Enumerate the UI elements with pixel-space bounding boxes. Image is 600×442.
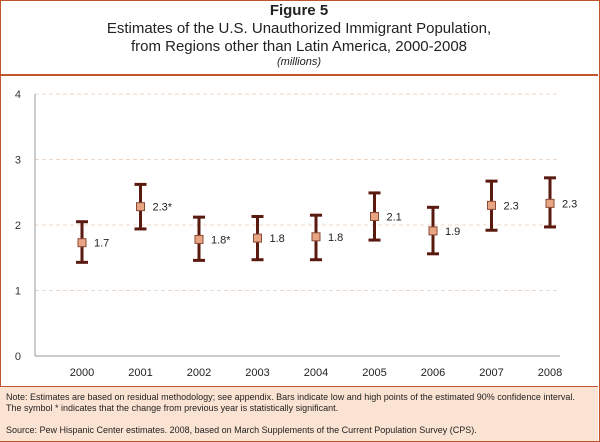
figure-header: Figure 5 Estimates of the U.S. Unauthori… [0,0,598,76]
chart-note: Note: Estimates are based on residual me… [6,392,575,413]
y-tick-label: 3 [15,155,21,167]
data-label: 1.8* [211,234,231,246]
x-tick-label: 2008 [538,367,562,379]
data-point [370,211,379,221]
y-tick-label: 4 [15,89,21,101]
chart-title-line-1: Estimates of the U.S. Unauthorized Immig… [106,20,492,37]
chart-source: Source: Pew Hispanic Center estimates. 2… [6,425,477,435]
data-label: 1.7 [94,238,109,250]
data-label: 1.8 [328,232,343,244]
data-point [77,238,87,248]
data-point [194,234,204,244]
chart-title-line-2: from Regions other than Latin America, 2… [130,38,468,55]
y-tick-label: 1 [15,286,21,298]
data-point [136,202,145,212]
x-tick-label: 2003 [245,367,269,379]
data-label: 1.8 [270,233,285,245]
data-point [311,232,321,242]
data-point [253,233,262,243]
figure-label: Figure 5 [269,2,329,19]
y-tick-label: 0 [15,351,21,363]
data-label: 2.3 [504,200,519,212]
data-point [487,200,496,210]
y-tick-label: 2 [15,220,21,232]
chart-unit: (millions) [277,56,321,68]
data-label: 2.3* [153,202,173,214]
data-point [428,226,438,236]
chart-plot-area: 0 1 2 3 4 1.7 2000 2.3* 2001 1.8* 2002 1.8 2003 1.8 20… [15,89,577,379]
data-label: 2.3 [562,198,577,210]
x-tick-label: 2007 [479,367,503,379]
data-label: 2.1 [387,211,402,223]
x-tick-label: 2006 [421,367,445,379]
data-point [545,198,555,208]
x-tick-label: 2002 [187,367,211,379]
data-label: 1.9 [445,226,460,238]
x-tick-label: 2001 [128,367,152,379]
x-tick-label: 2000 [70,367,94,379]
x-tick-label: 2005 [362,367,386,379]
x-tick-label: 2004 [304,367,328,379]
figure-footer: Note: Estimates are based on residual me… [0,386,598,441]
